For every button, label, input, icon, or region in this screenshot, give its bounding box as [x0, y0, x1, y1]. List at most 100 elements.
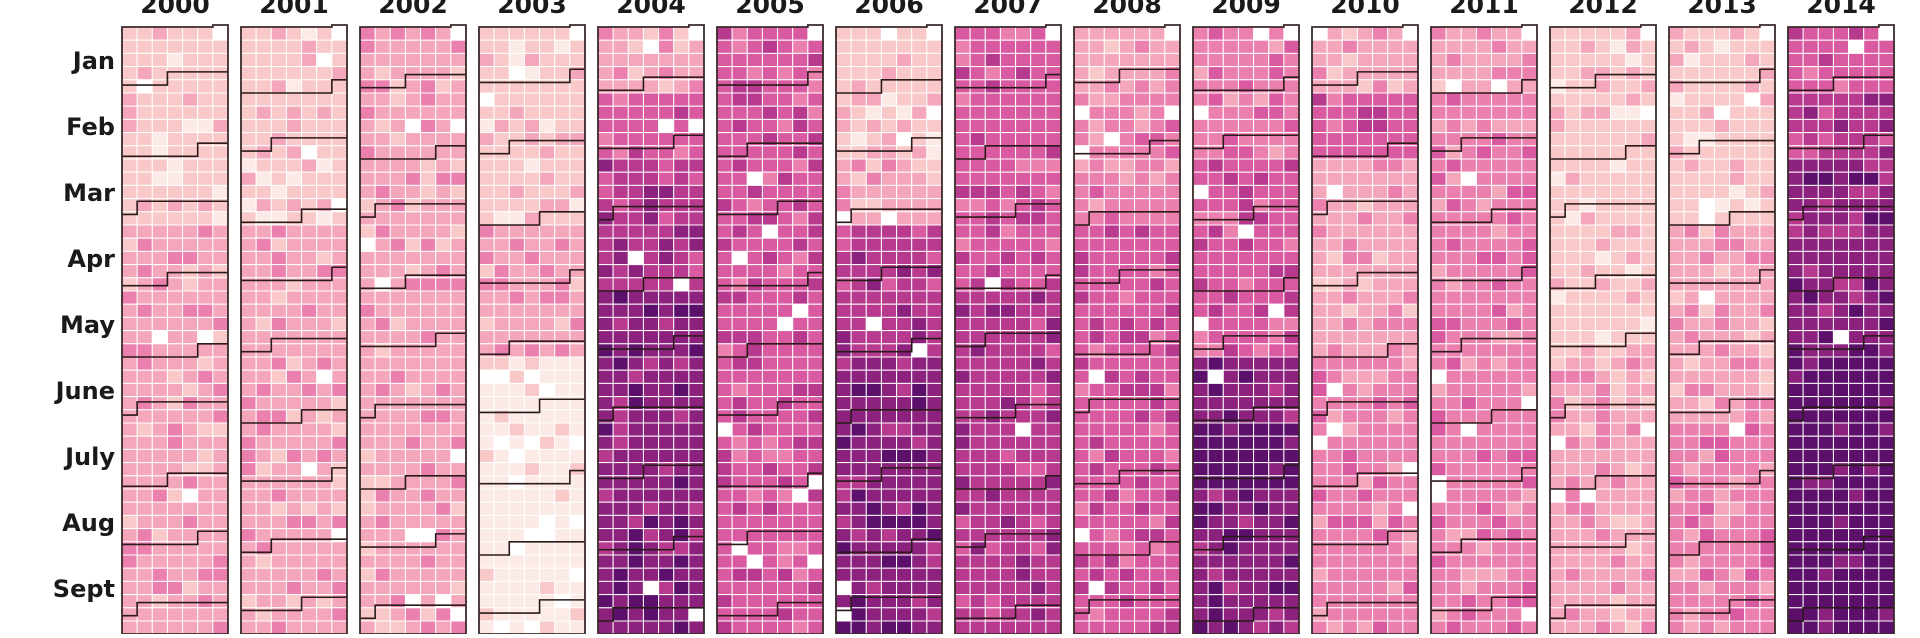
heatmap-cell: [1549, 105, 1566, 120]
heatmap-cell: [1521, 541, 1538, 556]
heatmap-cell: [746, 198, 763, 213]
heatmap-cell: [1759, 462, 1776, 477]
heatmap-cell: [569, 198, 586, 213]
heatmap-cell: [1460, 158, 1477, 173]
heatmap-cell: [121, 92, 138, 107]
heatmap-cell: [435, 39, 452, 54]
heatmap-cell: [1802, 211, 1819, 226]
heatmap-cell: [1668, 26, 1685, 41]
heatmap-cell: [166, 435, 184, 450]
heatmap-cell: [1460, 39, 1477, 54]
heatmap-cell: [539, 66, 556, 81]
heatmap-cell: [658, 118, 675, 134]
heatmap-cell: [1506, 211, 1523, 226]
heatmap-cell: [658, 39, 675, 54]
heatmap-cell: [807, 316, 824, 332]
heatmap-cell: [1832, 356, 1850, 371]
heatmap-cell: [285, 501, 303, 516]
heatmap-cell: [1430, 224, 1447, 239]
heatmap-cell: [673, 158, 690, 173]
heatmap-cell: [716, 422, 733, 437]
heatmap-cell: [642, 607, 660, 622]
heatmap-cell: [166, 290, 184, 305]
heatmap-cell: [1640, 396, 1657, 411]
heatmap-cell: [1832, 567, 1850, 582]
heatmap-cell: [597, 184, 614, 200]
heatmap-cell: [1549, 92, 1566, 107]
year-label-2004: 2004: [616, 0, 686, 19]
heatmap-cell: [1564, 316, 1581, 332]
year-column-2008: [1073, 24, 1181, 635]
heatmap-cell: [1103, 409, 1120, 424]
heatmap-cell: [1521, 382, 1538, 398]
heatmap-cell: [121, 330, 138, 345]
heatmap-cell: [493, 145, 510, 160]
heatmap-cell: [1222, 501, 1239, 516]
heatmap-cell: [389, 52, 406, 68]
heatmap-cell: [316, 435, 333, 450]
month-boundary-line: [1193, 277, 1299, 292]
heatmap-cell: [896, 356, 913, 371]
heatmap-cell: [926, 237, 943, 252]
year-column-2011: [1430, 24, 1538, 635]
heatmap-cell: [880, 567, 898, 582]
heatmap-cell: [673, 92, 690, 107]
heatmap-cell: [761, 422, 779, 437]
heatmap-cell: [746, 409, 763, 424]
heatmap-cell: [331, 171, 348, 186]
heatmap-cell: [1579, 132, 1596, 147]
heatmap-cell: [673, 594, 690, 609]
heatmap-cell: [1506, 475, 1523, 490]
heatmap-cell: [911, 118, 928, 134]
heatmap-cell: [1134, 330, 1151, 345]
heatmap-cell: [285, 396, 303, 411]
heatmap-cell: [1045, 567, 1062, 582]
heatmap-cell: [716, 158, 733, 173]
heatmap-cell: [1848, 118, 1865, 134]
heatmap-cell: [1579, 356, 1596, 371]
heatmap-cell: [478, 580, 495, 596]
heatmap-cell: [1015, 501, 1032, 516]
month-label-apr: Apr: [67, 245, 115, 273]
heatmap-cell: [969, 132, 986, 147]
heatmap-cell: [255, 66, 272, 81]
heatmap-cell: [954, 198, 971, 213]
heatmap-cell: [493, 66, 510, 81]
heatmap-cell: [865, 158, 882, 173]
heatmap-cell: [508, 237, 525, 252]
heatmap-cell: [792, 567, 809, 582]
heatmap-cell: [835, 79, 852, 94]
heatmap-cell: [404, 330, 422, 345]
heatmap-cell: [1744, 409, 1761, 424]
heatmap-cell: [166, 118, 184, 134]
heatmap-cell: [1610, 79, 1627, 94]
heatmap-cell: [984, 316, 1001, 332]
heatmap-cell: [954, 316, 971, 332]
heatmap-cell: [435, 448, 452, 464]
heatmap-cell: [1341, 462, 1358, 477]
heatmap-cell: [1402, 118, 1419, 134]
heatmap-cell: [316, 316, 333, 332]
heatmap-cell: [255, 448, 272, 464]
heatmap-cell: [612, 448, 629, 464]
heatmap-cell: [1683, 356, 1700, 371]
heatmap-cell: [435, 237, 452, 252]
heatmap-cell: [1683, 26, 1700, 41]
heatmap-cell: [1759, 224, 1776, 239]
heatmap-cell: [420, 488, 437, 503]
heatmap-cell: [1015, 303, 1032, 318]
heatmap-cell: [301, 382, 318, 398]
heatmap-cell: [1088, 422, 1105, 437]
heatmap-cell: [1549, 39, 1566, 54]
heatmap-cell: [969, 594, 986, 609]
heatmap-cell: [1015, 488, 1032, 503]
heatmap-cell: [420, 198, 437, 213]
heatmap-cell: [1787, 343, 1804, 358]
heatmap-cell: [807, 488, 824, 503]
heatmap-cell: [166, 396, 184, 411]
heatmap-cell: [569, 264, 586, 279]
heatmap-cell: [777, 396, 794, 411]
heatmap-cell: [1863, 554, 1880, 569]
heatmap-cell: [1311, 356, 1328, 371]
heatmap-cell: [777, 237, 794, 252]
